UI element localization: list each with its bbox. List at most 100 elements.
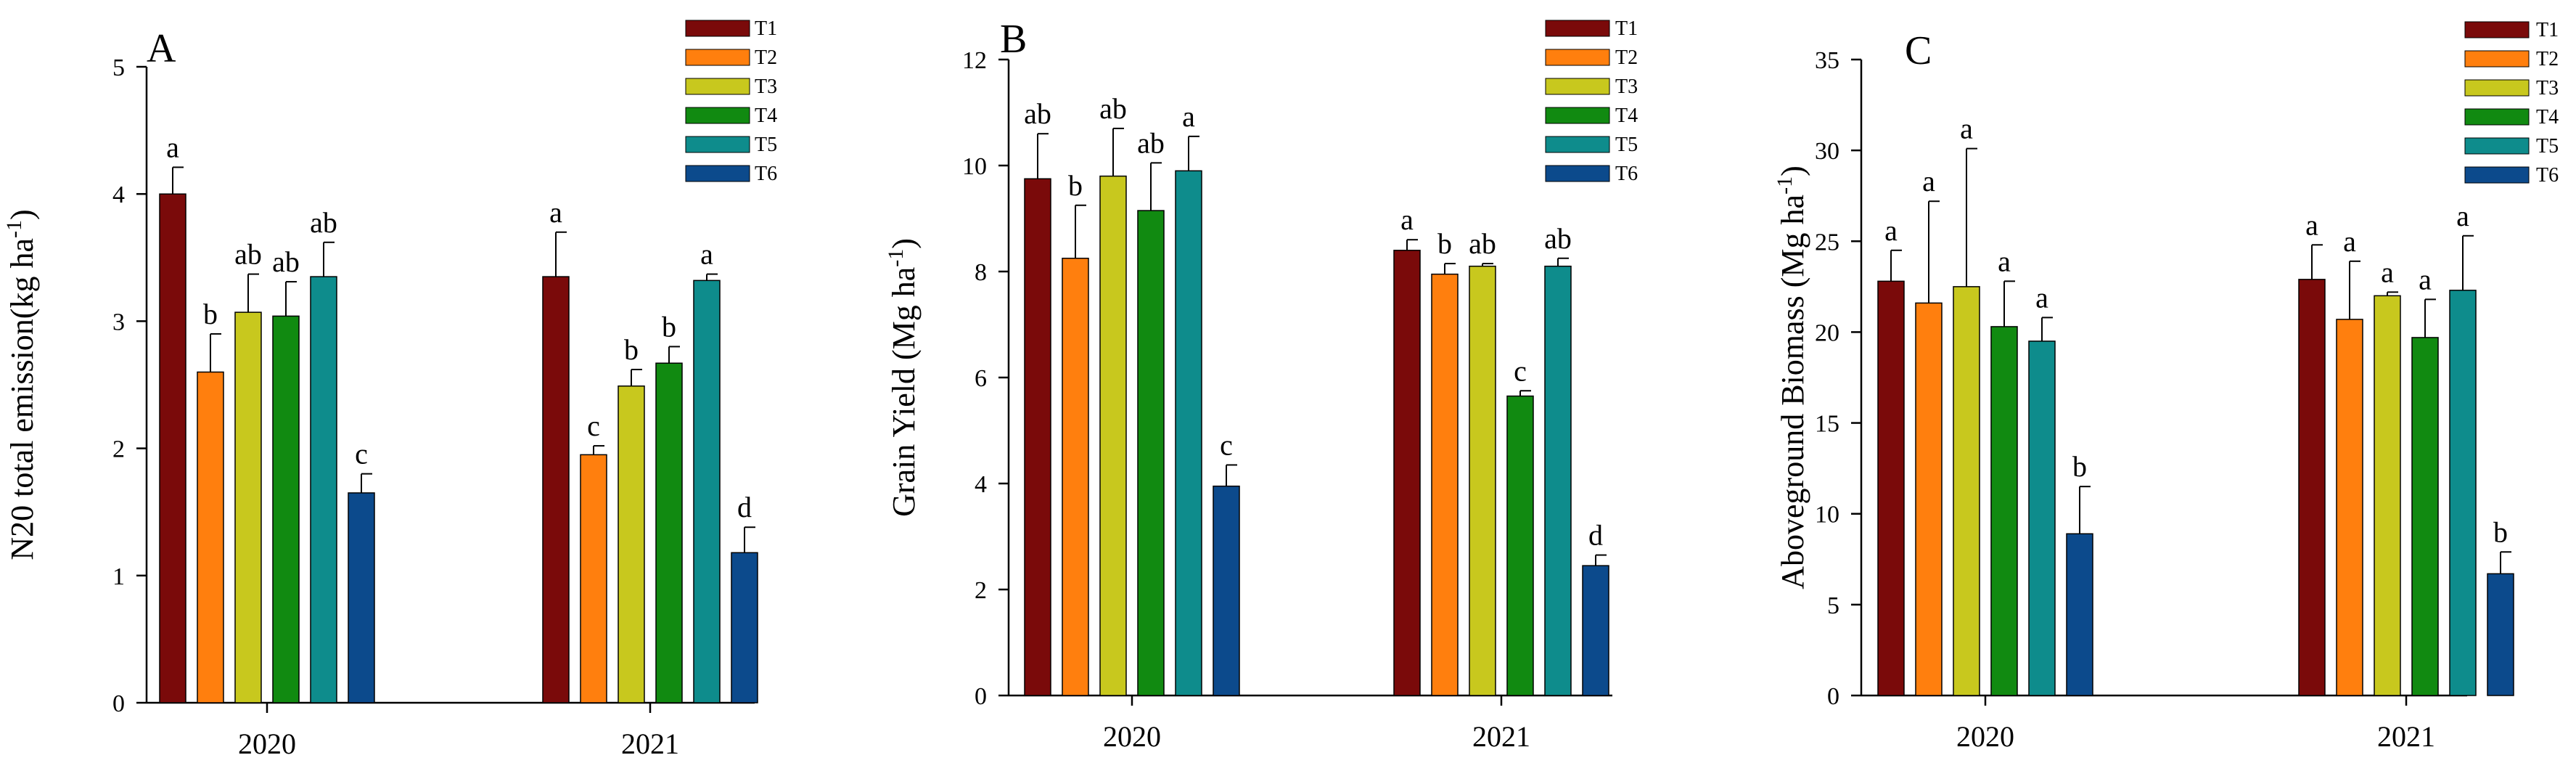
significance-label: a [1960, 113, 1973, 145]
legend-swatch-t1 [2464, 21, 2530, 38]
significance-label: c [355, 438, 368, 470]
legend-swatch-t1 [685, 20, 750, 37]
y-tick-label: 10 [962, 153, 987, 180]
legend-swatch-t2 [685, 49, 750, 66]
significance-label: b [2072, 450, 2087, 483]
legend-swatch-t3 [685, 78, 750, 95]
y-tick-label: 4 [975, 471, 987, 498]
bar-t6-2021 [1582, 565, 1609, 696]
bar-t2-2020 [197, 371, 224, 703]
significance-label: ab [310, 206, 337, 239]
legend: T1 T2 T3 T4 T5 T6 [685, 17, 777, 185]
bar-t2-2020 [1062, 258, 1089, 696]
bar-t6-2020 [2066, 533, 2093, 696]
legend-label: T2 [2536, 48, 2559, 70]
legend-swatch-t4 [2464, 108, 2530, 126]
significance-label: b [203, 298, 218, 330]
legend-swatch-t6 [685, 165, 750, 182]
legend-swatch-t5 [685, 136, 750, 153]
y-tick-label: 10 [1815, 502, 1839, 529]
y-tick-label: 25 [1815, 229, 1839, 256]
y-axis-title-sup: -1 [2, 220, 26, 238]
y-axis-title: Grain Yield (Mg ha-1) [884, 238, 922, 517]
legend-label: T4 [755, 105, 777, 127]
significance-label: a [2343, 225, 2356, 258]
legend-swatch-t5 [2464, 137, 2530, 155]
legend-label: T4 [2536, 106, 2559, 128]
legend-swatch-t2 [1545, 49, 1610, 66]
significance-label: a [2035, 281, 2048, 314]
y-tick-label: 20 [1815, 319, 1839, 346]
significance-label: c [1514, 354, 1527, 387]
significance-label: a [166, 131, 179, 163]
y-tick-label: 0 [1827, 683, 1839, 710]
x-tick-label: 2020 [1956, 720, 2014, 753]
bar-t3-2020 [1099, 175, 1127, 696]
bar-t5-2020 [2028, 340, 2056, 696]
bar-t1-2021 [542, 276, 570, 703]
bar-t2-2021 [2336, 319, 2363, 696]
panel-c: C 0 5 10 15 20 25 30 35 Aboveground Biomass (Mg h… [1773, 19, 2559, 753]
bar-t4-2021 [1506, 395, 1534, 696]
bar-t6-2020 [1213, 485, 1240, 696]
significance-label: b [662, 310, 676, 343]
panel-letter: C [1905, 28, 1932, 73]
bar-t2-2020 [1915, 302, 1943, 696]
y-tick-label: 4 [112, 181, 125, 208]
significance-label: a [549, 196, 562, 229]
legend-label: T5 [755, 134, 777, 156]
legend-label: T6 [2536, 164, 2559, 187]
x-tick-label: 2021 [1472, 720, 1530, 753]
bar-t2-2021 [580, 454, 607, 703]
y-tick-label: 5 [112, 54, 125, 81]
bar-t5-2021 [693, 280, 721, 703]
y-tick-label: 1 [112, 563, 125, 590]
significance-label: a [1182, 100, 1195, 133]
significance-label: a [2305, 208, 2318, 241]
bar-t4-2020 [272, 315, 300, 703]
bar-t3-2020 [1953, 286, 1980, 696]
bar-t6-2020 [348, 492, 375, 703]
y-tick-label: 5 [1827, 592, 1839, 619]
significance-label: a [1998, 245, 2011, 277]
legend-label: T2 [755, 46, 777, 69]
y-tick-label: 2 [975, 577, 987, 604]
legend-label: T3 [755, 76, 777, 98]
significance-label: c [1220, 428, 1233, 461]
significance-label: ab [272, 245, 300, 278]
y-tick-label: 35 [1815, 47, 1839, 74]
significance-label: a [2381, 256, 2394, 288]
legend-label: T6 [755, 163, 777, 185]
y-tick-label: 30 [1815, 138, 1839, 165]
significance-label: ab [1137, 126, 1165, 159]
bar-t6-2021 [2487, 573, 2514, 696]
legend-swatch-t3 [2464, 79, 2530, 97]
legend-swatch-t2 [2464, 50, 2530, 68]
legend-label: T3 [2536, 77, 2559, 99]
y-axis-title-main: Aboveground Biomass (Mg ha [1775, 195, 1810, 590]
bar-t3-2021 [1469, 265, 1496, 696]
significance-label: d [737, 491, 752, 523]
x-tick-label: 2020 [1103, 720, 1161, 753]
bar-t3-2021 [618, 386, 645, 703]
y-axis-title-end: ) [886, 238, 922, 249]
significance-label: d [1588, 519, 1603, 552]
significance-label: ab [1099, 92, 1127, 125]
significance-label: a [1884, 214, 1898, 247]
legend-label: T5 [1615, 134, 1638, 156]
y-axis-title-sup: -1 [884, 249, 908, 267]
y-tick-label: 8 [975, 259, 987, 286]
legend-label: T6 [1615, 163, 1638, 185]
y-axis-title: N20 total emission(kg ha-1) [2, 209, 40, 560]
legend-swatch-t4 [1545, 107, 1610, 124]
y-tick-label: 12 [962, 47, 987, 74]
bar-t5-2021 [2449, 290, 2477, 696]
bar-t4-2021 [2411, 337, 2439, 696]
bar-t1-2020 [1024, 178, 1051, 696]
legend-label: T1 [755, 17, 777, 40]
bar-t1-2021 [1393, 250, 1421, 696]
legend-label: T4 [1615, 105, 1638, 127]
